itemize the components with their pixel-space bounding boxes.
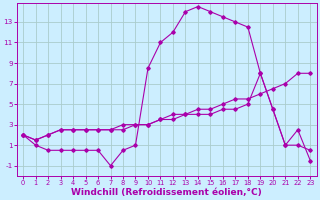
X-axis label: Windchill (Refroidissement éolien,°C): Windchill (Refroidissement éolien,°C) — [71, 188, 262, 197]
